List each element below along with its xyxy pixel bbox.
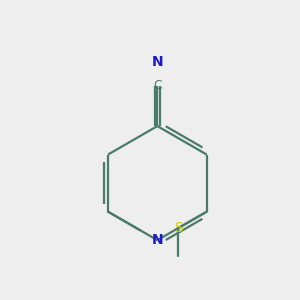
Text: C: C: [153, 79, 162, 92]
Text: N: N: [152, 233, 163, 247]
Text: S: S: [174, 221, 182, 235]
Text: N: N: [152, 55, 163, 69]
